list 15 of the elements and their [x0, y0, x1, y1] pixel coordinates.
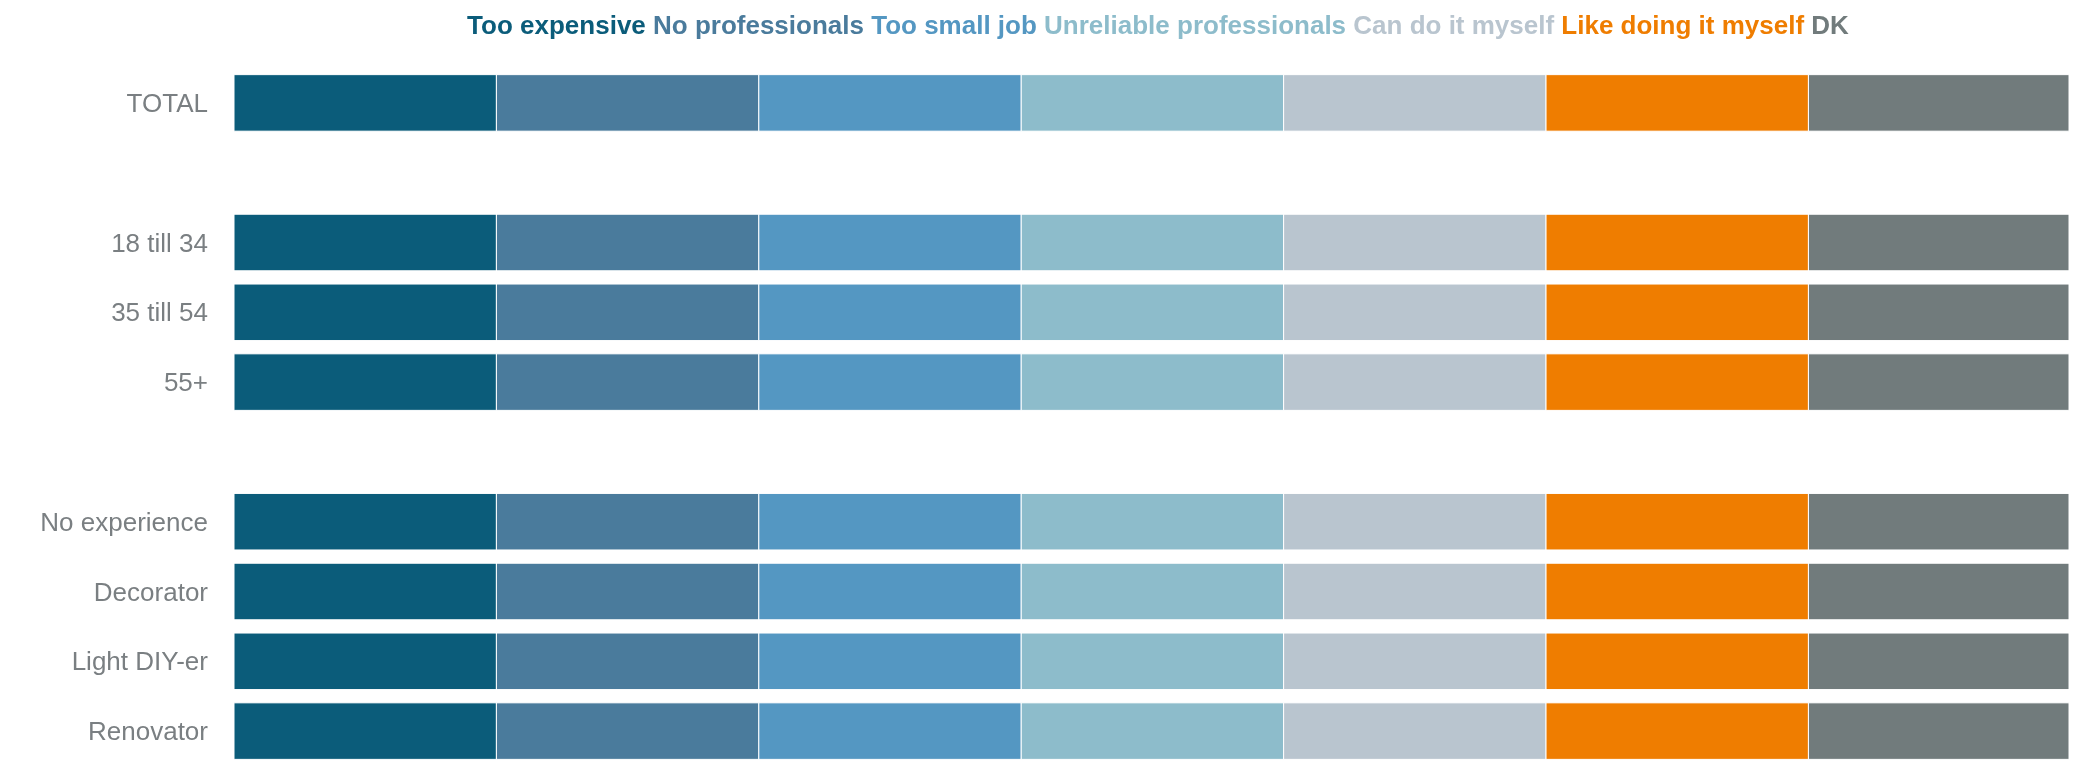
- y-tick-label: 35 till 54: [111, 297, 208, 328]
- series-label: Unreliable professionals: [1044, 10, 1347, 40]
- y-tick-label: TOTAL: [126, 88, 208, 118]
- series-label: Too small job: [871, 10, 1037, 40]
- y-tick-label: No experience: [40, 506, 208, 537]
- series-label: DK: [1811, 10, 1850, 40]
- series-label: Can do it myself: [1353, 10, 1555, 40]
- y-tick-label: Renovator: [88, 716, 209, 747]
- y-tick-label: 18 till 34: [111, 227, 208, 258]
- y-tick-label: 55+: [163, 367, 208, 398]
- y-tick-label: Decorator: [93, 576, 209, 607]
- series-label: Too expensive: [467, 10, 646, 40]
- series-label: Like doing it myself: [1561, 10, 1805, 40]
- y-tick-label: Light DIY-er: [71, 646, 209, 677]
- series-label: No professionals: [653, 10, 864, 40]
